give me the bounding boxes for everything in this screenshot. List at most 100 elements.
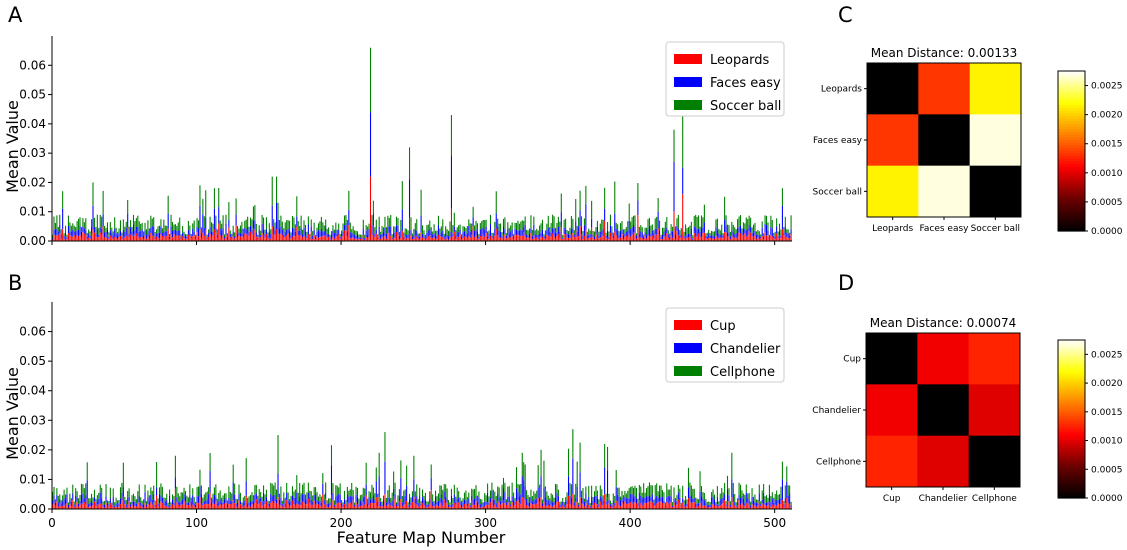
bar-segment-faces-easy — [455, 235, 457, 240]
bar-segment-faces-easy — [180, 236, 182, 239]
bar-segment-soccer-ball — [644, 227, 646, 233]
bar-segment-cellphone — [158, 487, 161, 494]
y-tick-label: 0.04 — [19, 384, 46, 398]
bar-segment-leopards — [117, 239, 119, 241]
bar-segment-faces-easy — [651, 230, 653, 236]
bar-segment-cellphone — [537, 465, 539, 488]
bar-segment-soccer-ball — [254, 205, 256, 221]
bar-segment-soccer-ball — [648, 218, 650, 227]
bar-segment-leopards — [137, 236, 139, 241]
bar-segment-soccer-ball — [378, 216, 380, 227]
bar-segment-chandelier — [677, 492, 679, 500]
bar-segment-chandelier — [711, 497, 713, 504]
bar-segment-faces-easy — [765, 224, 768, 236]
bar-segment-chandelier — [611, 505, 613, 508]
bar-segment-chandelier — [287, 500, 289, 505]
bar-segment-soccer-ball — [135, 218, 137, 227]
bar-segment-cellphone — [498, 487, 500, 498]
bar-segment-chandelier — [297, 500, 299, 505]
bar-segment-soccer-ball — [417, 233, 419, 236]
bar-segment-leopards — [306, 238, 308, 241]
bar-segment-chandelier — [250, 501, 252, 507]
bar-segment-soccer-ball — [150, 215, 152, 228]
bar-segment-leopards — [728, 236, 730, 241]
bar-segment-faces-easy — [105, 232, 107, 238]
bar-segment-faces-easy — [751, 232, 753, 237]
bar-segment-leopards — [748, 231, 750, 241]
bar-segment-leopards — [755, 238, 757, 241]
bar-segment-soccer-ball — [171, 221, 174, 232]
bar-segment-faces-easy — [151, 226, 153, 236]
bar-segment-leopards — [566, 237, 568, 241]
bar-segment-soccer-ball — [676, 218, 678, 226]
bar-segment-soccer-ball — [416, 219, 418, 231]
bar-segment-cup — [757, 505, 759, 509]
bar-segment-faces-easy — [200, 233, 202, 238]
bar-segment-soccer-ball — [491, 232, 493, 236]
bar-segment-chandelier — [689, 496, 691, 503]
colorbar-segment — [1058, 84, 1085, 88]
bar-segment-faces-easy — [656, 228, 658, 235]
bar-segment-leopards — [209, 234, 211, 241]
bar-segment-leopards — [687, 237, 690, 241]
bar-segment-chandelier — [193, 503, 195, 507]
bar-segment-cellphone — [95, 498, 97, 503]
bar-segment-leopards — [171, 237, 174, 241]
bar-segment-cellphone — [183, 487, 185, 495]
bar-segment-faces-easy — [773, 236, 775, 239]
bar-segment-leopards — [352, 237, 354, 241]
bar-segment-faces-easy — [323, 231, 325, 236]
bar-segment-cellphone — [302, 484, 304, 495]
bar-segment-chandelier — [226, 504, 228, 508]
bar-segment-cellphone — [315, 487, 317, 495]
bar-segment-cellphone — [474, 488, 476, 499]
bar-segment-chandelier — [420, 503, 422, 506]
bar-segment-faces-easy — [476, 231, 478, 239]
bar-segment-soccer-ball — [679, 230, 681, 236]
bar-segment-soccer-ball — [670, 224, 672, 232]
bar-segment-leopards — [406, 238, 408, 241]
bar-segment-chandelier — [177, 501, 179, 505]
bar-segment-faces-easy — [776, 226, 778, 234]
bar-segment-cellphone — [608, 493, 610, 501]
bar-segment-soccer-ball — [703, 204, 705, 223]
bar-segment-chandelier — [627, 498, 629, 505]
bar-segment-cup — [650, 501, 652, 509]
bar-segment-leopards — [261, 233, 263, 241]
bar-segment-cup — [718, 506, 720, 509]
bar-segment-cellphone — [634, 485, 636, 496]
bar-segment-chandelier — [270, 493, 272, 503]
bar-segment-chandelier — [778, 499, 781, 505]
bar-segment-leopards — [59, 233, 61, 241]
bar-segment-chandelier — [166, 500, 168, 507]
bar-segment-leopards — [294, 236, 296, 241]
bar-segment-cup — [312, 504, 314, 509]
bar-segment-cellphone — [527, 495, 529, 503]
bar-segment-cup — [722, 503, 724, 509]
bar-segment-chandelier — [770, 502, 772, 507]
bar-segment-chandelier — [653, 503, 655, 507]
bar-segment-cellphone — [144, 484, 146, 493]
bar-segment-faces-easy — [635, 235, 637, 239]
bar-segment-leopards — [304, 235, 307, 241]
bar-segment-cellphone — [62, 495, 64, 502]
bar-segment-soccer-ball — [130, 220, 132, 228]
colorbar-segment — [1058, 390, 1085, 394]
bar-segment-faces-easy — [478, 236, 480, 239]
bar-segment-cellphone — [157, 498, 159, 504]
bar-segment-faces-easy — [381, 233, 383, 238]
bar-segment-soccer-ball — [359, 234, 361, 238]
bar-segment-faces-easy — [169, 236, 171, 240]
bar-segment-chandelier — [426, 504, 428, 508]
bar-segment-faces-easy — [609, 225, 611, 233]
bar-segment-faces-easy — [575, 221, 577, 231]
colorbar-segment — [1058, 408, 1085, 412]
bar-segment-leopards — [332, 236, 334, 241]
bar-segment-leopards — [609, 232, 611, 241]
bar-segment-cellphone — [189, 484, 191, 496]
bar-segment-cup — [656, 503, 658, 509]
bar-segment-faces-easy — [349, 232, 351, 239]
bar-segment-soccer-ball — [276, 176, 278, 203]
bar-segment-chandelier — [218, 501, 220, 507]
bar-segment-soccer-ball — [780, 229, 782, 236]
